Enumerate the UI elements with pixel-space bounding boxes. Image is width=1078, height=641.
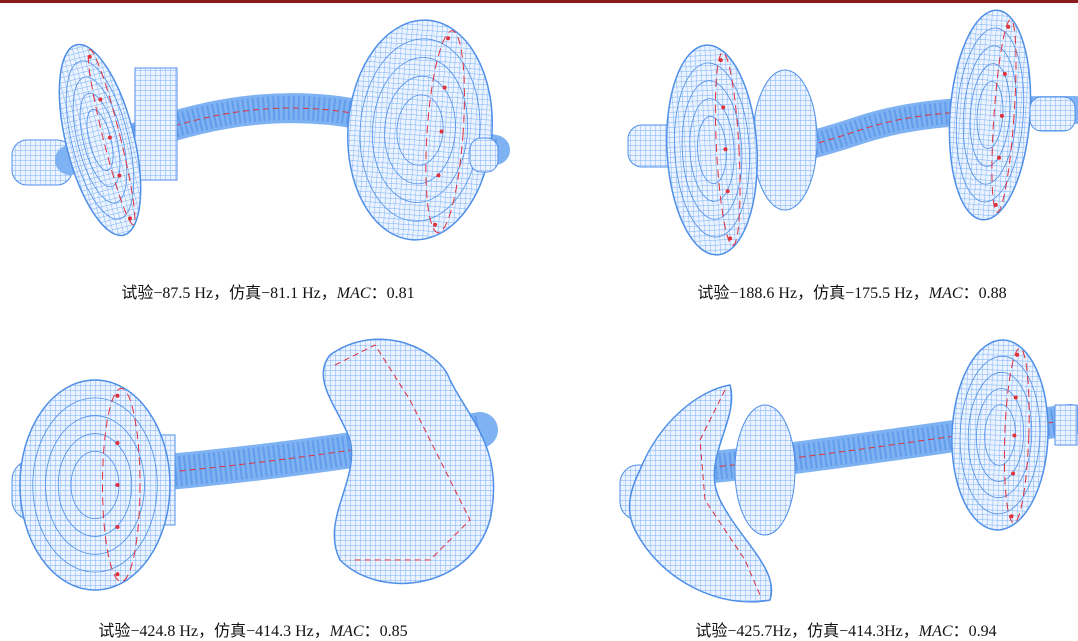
collar: [735, 405, 795, 535]
figure: 试验−87.5 Hz，仿真−81.1 Hz，MAC：0.81 试验−188.6 …: [0, 0, 1078, 641]
caption-mac: MAC: [329, 623, 364, 640]
disc: [341, 15, 500, 245]
caption-mac: MAC: [336, 285, 371, 302]
shaft-end: [470, 138, 498, 172]
collar: [135, 68, 177, 180]
caption-value: ：0.94: [953, 623, 997, 640]
caption-text: 试验−425.7Hz，仿真−414.3Hz，: [695, 622, 918, 640]
caption-mac: MAC: [928, 285, 963, 302]
caption-text: 试验−87.5 Hz，仿真−81.1 Hz，: [121, 284, 336, 302]
caption-mac: MAC: [918, 623, 953, 640]
caption-value: ：0.85: [364, 623, 408, 640]
caption-value: ：0.81: [371, 285, 415, 302]
mode-point: [116, 483, 120, 487]
shaft-end: [1030, 97, 1075, 131]
mode-point: [116, 572, 120, 576]
caption: 试验−425.7Hz，仿真−414.3Hz，MAC：0.94: [695, 622, 996, 640]
mode-shapes: [12, 7, 1077, 601]
caption: 试验−188.6 Hz，仿真−175.5 Hz，MAC：0.88: [697, 284, 1006, 302]
caption-value: ：0.88: [963, 285, 1007, 302]
caption: 试验−424.8 Hz，仿真−414.3 Hz，MAC：0.85: [98, 622, 407, 640]
disc: [20, 380, 170, 590]
caption-text: 试验−424.8 Hz，仿真−414.3 Hz，: [98, 622, 329, 640]
disc: [949, 338, 1052, 531]
disc: [662, 43, 763, 257]
mode-point: [116, 394, 120, 398]
collar: [1055, 405, 1077, 445]
collar: [753, 70, 817, 210]
mode-point: [116, 525, 120, 529]
caption: 试验−87.5 Hz，仿真−81.1 Hz，MAC：0.81: [121, 284, 414, 302]
mode-point: [116, 441, 120, 445]
caption-text: 试验−188.6 Hz，仿真−175.5 Hz，: [697, 284, 928, 302]
